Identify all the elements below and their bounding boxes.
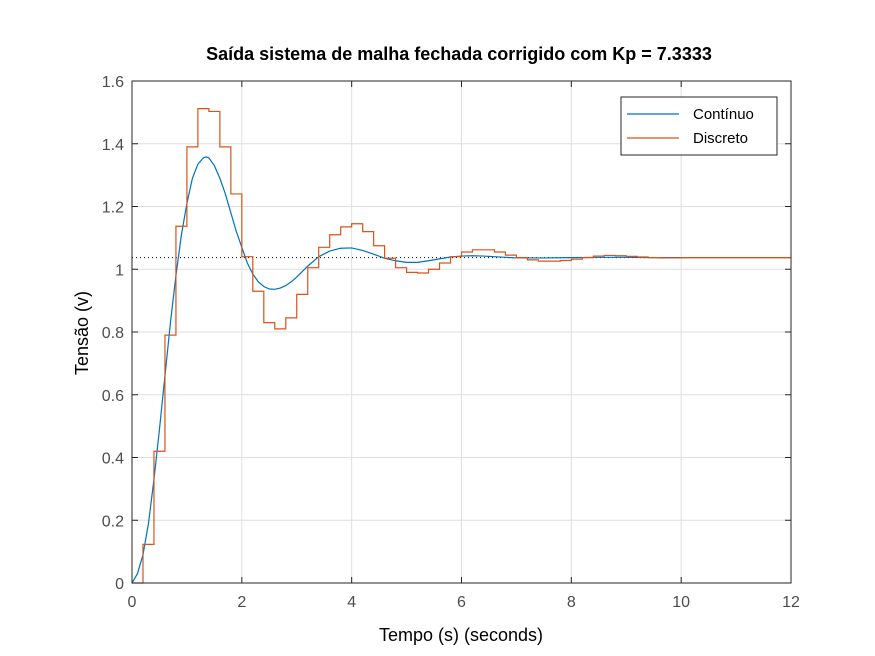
y-tick-label: 1 — [115, 262, 124, 279]
legend: Contínuo Discreto — [620, 96, 778, 156]
legend-label-1: Contínuo — [693, 106, 754, 123]
series-line-1 — [131, 156, 791, 584]
x-tick-label: 2 — [237, 594, 246, 611]
y-tick-label: 0.8 — [102, 325, 124, 342]
x-tick-label: 10 — [672, 594, 690, 611]
x-tick-label: 8 — [567, 594, 576, 611]
series-layer — [131, 108, 791, 584]
x-axis-ticks: 0 2 4 6 8 10 12 — [128, 81, 800, 611]
y-axis-ticks: 0 0.2 0.4 0.6 0.8 1 1.2 1.4 1.6 — [102, 74, 791, 593]
y-axis-label: Tensão (v) — [72, 291, 92, 375]
grid-lines — [132, 81, 791, 583]
y-tick-label: 1.4 — [102, 137, 124, 154]
legend-label-2: Discreto — [693, 130, 748, 147]
x-tick-label: 12 — [782, 594, 800, 611]
y-tick-label: 1.2 — [102, 200, 124, 217]
y-tick-label: 0.2 — [102, 513, 124, 530]
x-axis-label: Tempo (s) (seconds) — [379, 625, 543, 645]
series-line-2 — [132, 108, 791, 584]
legend-box — [620, 96, 778, 156]
y-tick-label: 0.4 — [102, 451, 124, 468]
chart-title: Saída sistema de malha fechada corrigido… — [206, 44, 712, 64]
y-tick-label: 0.6 — [102, 388, 124, 405]
y-tick-label: 1.6 — [102, 74, 124, 91]
x-tick-label: 4 — [347, 594, 356, 611]
y-tick-label: 0 — [115, 576, 124, 593]
x-tick-label: 0 — [128, 594, 137, 611]
x-tick-label: 6 — [457, 594, 466, 611]
